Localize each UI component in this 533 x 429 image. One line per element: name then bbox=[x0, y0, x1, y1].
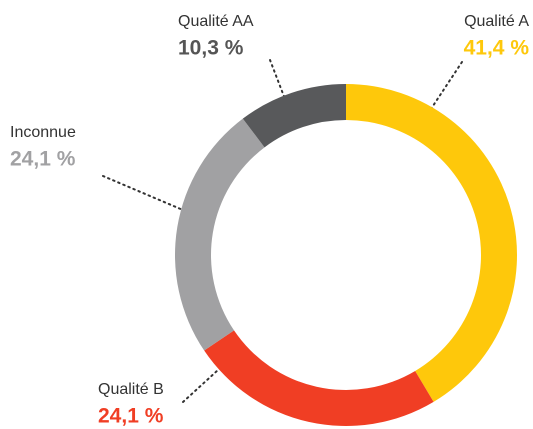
slice-value-label: 24,1 % bbox=[98, 405, 164, 428]
donut-slice bbox=[204, 330, 434, 426]
slice-category-label: Qualité A bbox=[464, 13, 529, 30]
leader-line bbox=[102, 175, 191, 214]
slice-value-label: 41,4 % bbox=[464, 37, 530, 60]
slice-category-label: Qualité B bbox=[98, 381, 164, 398]
slice-value-label: 10,3 % bbox=[178, 37, 244, 60]
donut-slice bbox=[175, 118, 265, 351]
leader-line bbox=[182, 369, 219, 403]
slice-value-label: 24,1 % bbox=[10, 148, 76, 171]
slice-category-label: Inconnue bbox=[10, 124, 76, 141]
donut-slice bbox=[346, 84, 517, 402]
donut-slice bbox=[242, 84, 346, 148]
slice-category-label: Qualité AA bbox=[178, 13, 254, 30]
